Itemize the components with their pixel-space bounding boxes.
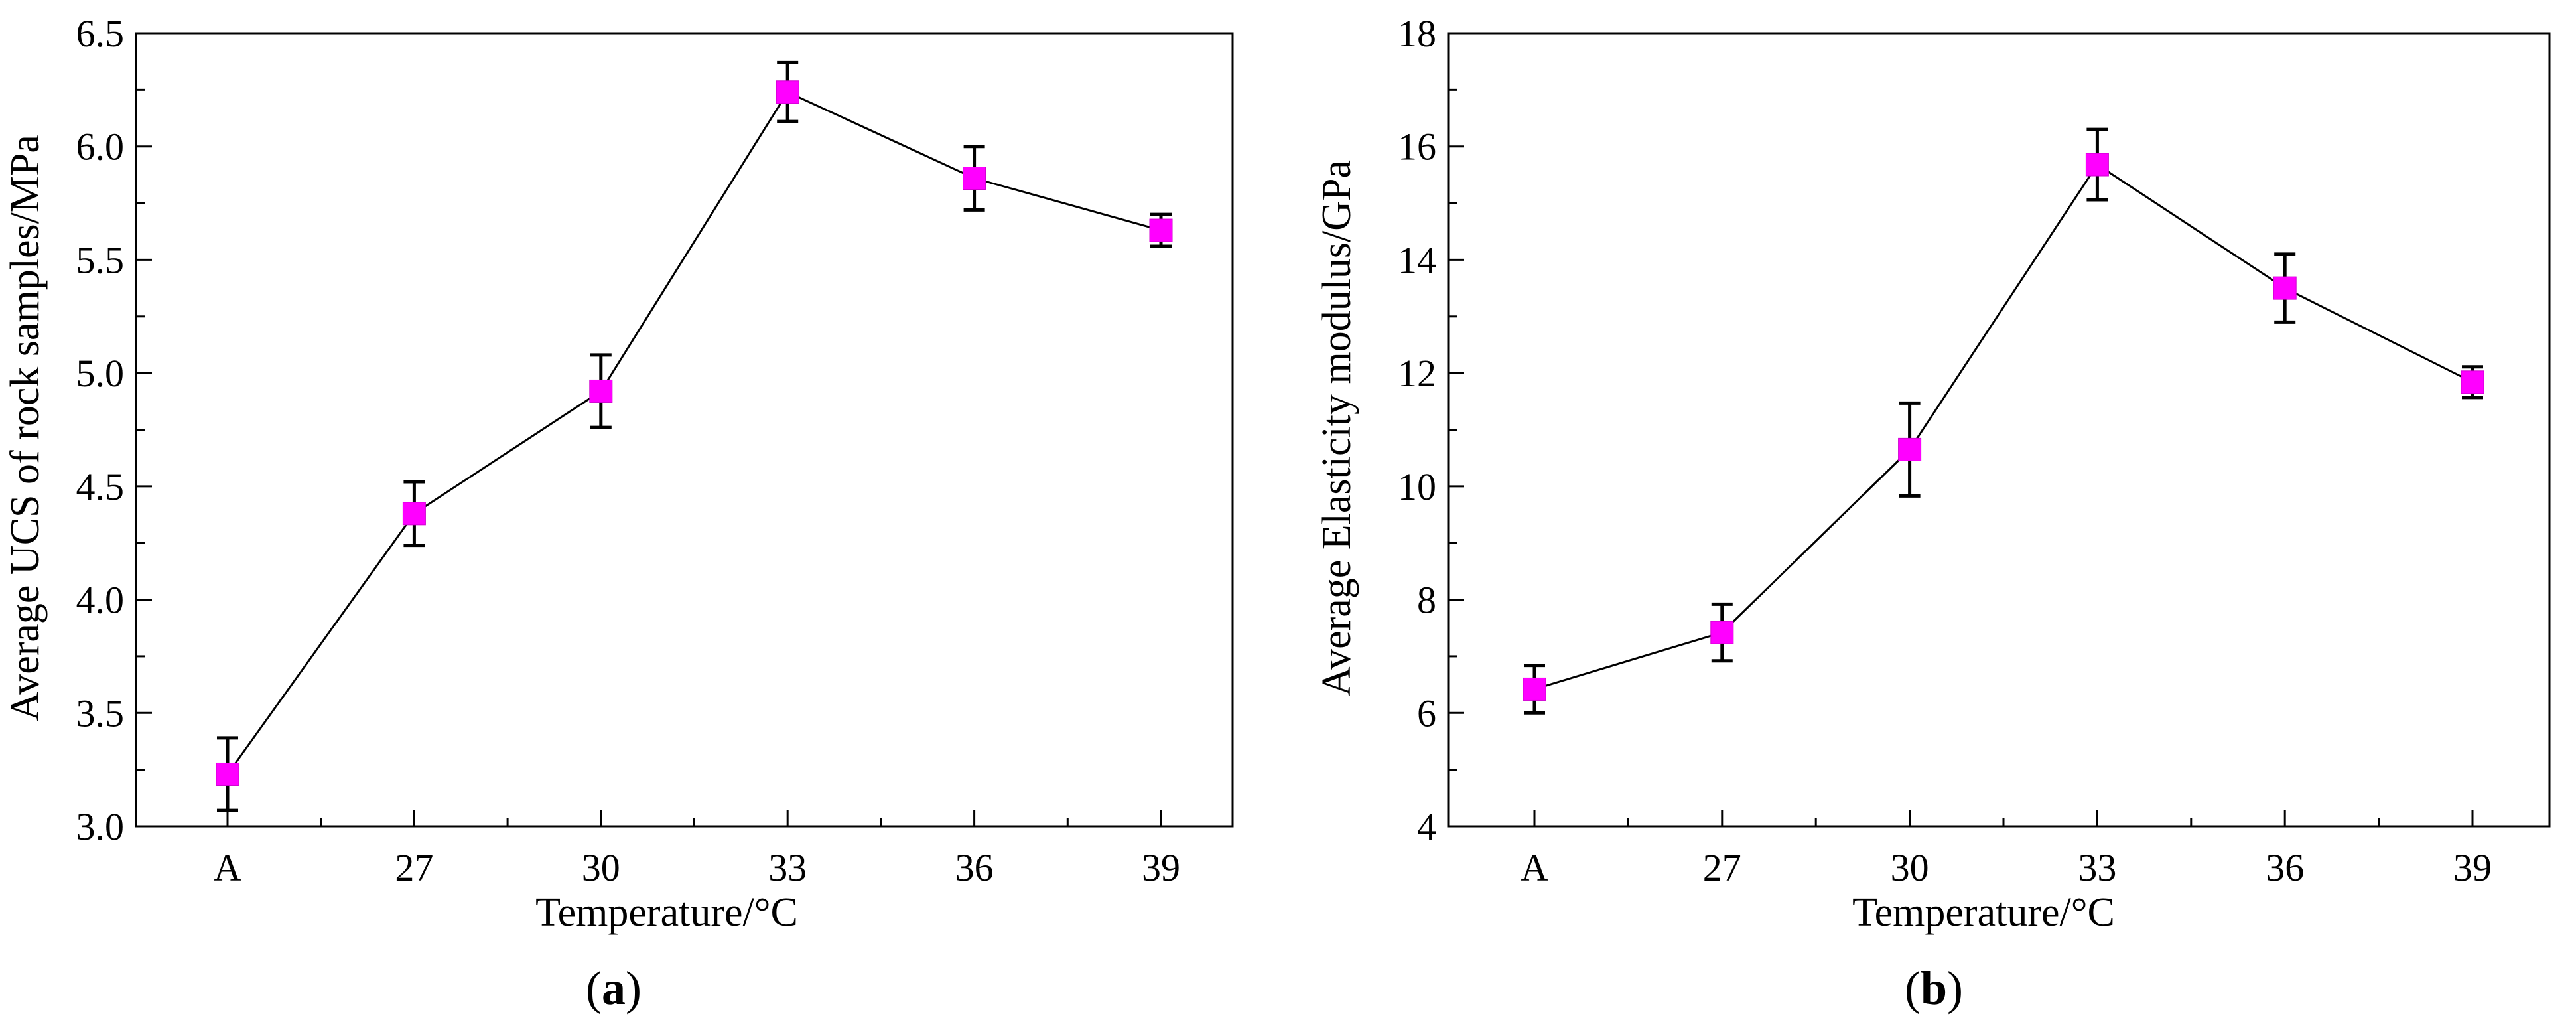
data-point-marker [402,502,426,526]
data-point-marker [2085,153,2109,177]
y-tick-label: 8 [1417,579,1436,622]
series-line [1534,163,2473,690]
y-axis-title: Average UCS of rock samples/MPa [3,135,48,721]
y-tick-label: 6.0 [76,125,125,169]
y-tick-label: 3.0 [76,805,125,848]
y-tick-label: 3.5 [76,692,125,735]
y-tick-label: 4.0 [76,579,125,622]
x-tick-label: A [1521,846,1548,889]
data-point-marker [1710,621,1734,644]
y-tick-label: 6 [1417,692,1436,735]
y-tick-label: 4 [1417,805,1436,848]
data-point-marker [963,167,986,190]
data-point-marker [1149,218,1173,242]
y-tick-label: 4.5 [76,465,125,508]
y-tick-label: 18 [1398,12,1436,55]
chart-panel-a: 3.0 3.5 4.0 4.5 5.0 5.5 6.0 6.5 A 27 30 33 36 39 Tempe… [3,12,1234,1015]
x-tick-label: 33 [768,846,807,889]
x-tick-label: 36 [2266,846,2304,889]
panel-label: (a) [586,962,642,1015]
series-line [226,90,1162,775]
y-tick-label: 10 [1398,465,1436,508]
plot-frame [1447,32,2551,828]
x-tick-label: 39 [1142,846,1180,889]
plot-frame [135,32,1234,828]
x-tick-label: 36 [955,846,994,889]
x-tick-label: 33 [2078,846,2116,889]
panel-label-letter: a [602,962,626,1015]
chart-panel-b: 4 6 8 10 12 14 16 18 A 27 30 33 36 39 Temperature/°C Av… [1314,12,2551,1015]
data-point-marker [2273,276,2297,300]
x-tick-label: 27 [1703,846,1741,889]
x-tick-label: 39 [2453,846,2492,889]
panel-label-letter: b [1921,962,1947,1015]
data-point-marker [2461,370,2484,394]
x-tick-label: 27 [395,846,433,889]
y-axis-title: Average Elasticity modulus/GPa [1314,160,1359,696]
data-point-marker [589,379,613,403]
panel-label: (b) [1905,962,1963,1015]
x-tick-label: A [214,846,241,889]
y-tick-label: 16 [1398,125,1436,169]
data-point-marker [216,762,239,786]
y-tick-label: 5.5 [76,238,125,281]
x-axis-title: Temperature/°C [535,890,798,935]
x-axis-title: Temperature/°C [1852,890,2115,935]
x-tick-label: 30 [582,846,620,889]
data-point-marker [1523,677,1546,701]
y-tick-label: 12 [1398,352,1436,395]
x-tick-label: 30 [1891,846,1929,889]
y-tick-label: 6.5 [76,12,125,55]
data-point-marker [776,80,799,104]
y-tick-label: 5.0 [76,352,125,395]
data-point-marker [1898,437,1922,461]
y-tick-label: 14 [1398,238,1436,281]
